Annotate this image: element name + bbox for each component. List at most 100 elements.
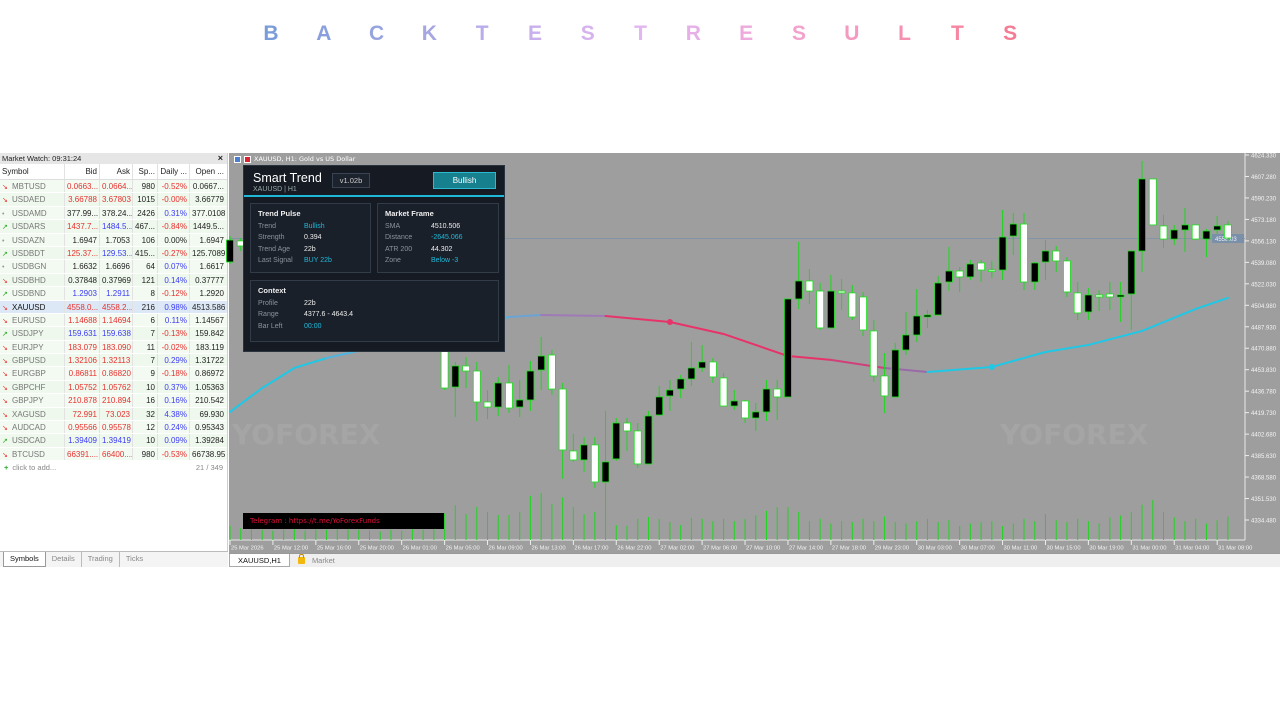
stat-row: Last Signal BUY 22b	[258, 257, 363, 268]
market-watch-header: Market Watch: 09:31:24 ×	[0, 153, 227, 164]
market-watch-row[interactable]: ↘ XAUUSD 4558.0... 4558.2... 216 0.98% 45…	[0, 300, 227, 314]
symbol: USDAMD	[12, 208, 47, 218]
tab-market[interactable]: Market	[290, 554, 343, 567]
candle-bullish	[1138, 178, 1146, 252]
candle-bullish	[891, 349, 900, 398]
candle-bearish	[859, 296, 867, 331]
tab-ticks[interactable]: Ticks	[125, 554, 144, 563]
stat-value: BUY 22b	[304, 257, 332, 265]
open: 66738.95	[192, 449, 226, 459]
column-symbol[interactable]: Symbol	[0, 164, 65, 179]
market-watch-row[interactable]: ↘ EURUSD 1.14688 1.14694 6 0.11% 1.14567	[0, 313, 227, 328]
title-letter: R	[685, 22, 701, 45]
stat-row: Strength 0.394	[258, 234, 363, 245]
market-watch-row[interactable]: • USDBGN 1.6632 1.6696 64 0.07% 1.6617	[0, 260, 227, 274]
column-open[interactable]: Open ...	[195, 167, 224, 176]
telegram-banner[interactable]: Telegram : https://t.me/YoForexFunds	[243, 513, 444, 529]
symbol: AUDCAD	[12, 423, 46, 433]
spread: 1015	[133, 193, 158, 206]
click-to-add[interactable]: click to add...	[12, 463, 57, 473]
spread: 2426	[133, 206, 158, 220]
title-letter: U	[844, 22, 860, 45]
candle-bullish	[1116, 294, 1125, 298]
open: 1449.5...	[192, 222, 224, 232]
daily-change: 0.07%	[158, 260, 190, 273]
time-tick-label: 25 Mar 16:00	[317, 546, 351, 552]
symbol: USDBDT	[12, 248, 45, 258]
ask: 0.86820	[100, 367, 133, 380]
tab-details[interactable]: Details	[46, 552, 82, 567]
market-watch-row[interactable]: ↘ GBPJPY 210.878 210.894 16 0.16% 210.542	[0, 394, 227, 408]
market-watch-row[interactable]: • USDAMD 377.99... 378.24... 2426 0.31% 3…	[0, 206, 227, 221]
stat-value: -2645.066	[431, 234, 463, 242]
tab-xauusd-h1[interactable]: XAUUSD,H1	[229, 554, 290, 567]
market-watch-row[interactable]: ↗ USDARS 1437.7... 1484.5... 467... -0.84…	[0, 220, 227, 234]
column-daily-change[interactable]: Daily ...	[158, 164, 190, 179]
candle-bullish	[751, 411, 760, 419]
spread: 980	[133, 447, 158, 461]
candle-bullish	[676, 378, 685, 390]
open: 1.14567	[195, 315, 224, 325]
candle-bullish	[998, 236, 1007, 271]
smart-trend-subtitle: XAUUSD | H1	[253, 186, 297, 193]
market-watch-row[interactable]: ↘ BTCUSD 66391.... 66400.... 980 -0.53% 6…	[0, 447, 227, 462]
candle-bearish	[483, 401, 492, 408]
market-watch-row[interactable]: ↗ USDBDT 125.37... 129.53... 415... -0.27…	[0, 246, 227, 261]
ask: 1.7053	[100, 233, 133, 246]
stat-row: Zone Below -3	[385, 257, 491, 268]
stat-row: ATR 200 44.302	[385, 246, 491, 257]
daily-change: -0.18%	[158, 367, 190, 380]
open: 210.542	[195, 396, 224, 406]
candle-bullish	[601, 461, 610, 483]
daily-change: 0.37%	[158, 380, 190, 394]
time-tick-label: 30 Mar 03:00	[918, 546, 952, 552]
candle-bullish	[945, 270, 953, 283]
column-ask[interactable]: Ask	[100, 164, 133, 179]
close-icon[interactable]: ×	[217, 153, 223, 163]
candle-bearish	[569, 450, 578, 461]
tab-trading[interactable]: Trading	[82, 552, 120, 567]
title-letter: C	[369, 22, 385, 45]
current-price-label: 4558.03	[1215, 237, 1237, 243]
candle-bearish	[805, 280, 814, 292]
candle-bullish	[494, 382, 503, 408]
ask: 73.023	[100, 407, 133, 421]
market-watch-column-headers: Symbol Bid Ask Sp... Daily ... Open ...	[0, 164, 227, 180]
trend-arrow-icon: ↗	[2, 438, 8, 446]
market-watch-row[interactable]: • USDAZN 1.6947 1.7053 106 0.00% 1.6947	[0, 233, 227, 247]
market-watch-row[interactable]: ↘ XAGUSD 72.991 73.023 32 4.38% 69.930	[0, 407, 227, 422]
bid: 0.95566	[65, 421, 100, 434]
chart-type-icon	[244, 155, 251, 163]
market-watch-row[interactable]: ↘ MBTUSD 0.0663... 0.0664... 980 -0.52% 0…	[0, 180, 227, 194]
tab-symbols[interactable]: Symbols	[3, 552, 46, 567]
market-watch-row[interactable]: ↘ GBPCHF 1.05752 1.05762 10 0.37% 1.05363	[0, 380, 227, 395]
market-watch-row[interactable]: ↘ USDBHD 0.37848 0.37969 121 0.14% 0.3777…	[0, 273, 227, 288]
add-symbol-row[interactable]: + click to add... 21 / 349	[0, 461, 227, 474]
column-bid[interactable]: Bid	[65, 164, 100, 179]
ask: 183.090	[100, 340, 133, 354]
market-watch-row[interactable]: ↘ USDAED 3.66788 3.67803 1015 -0.00% 3.66…	[0, 193, 227, 207]
candle-bearish	[1148, 178, 1157, 226]
candle-bearish	[880, 375, 889, 397]
candle-bearish	[462, 365, 470, 372]
market-watch-row[interactable]: ↗ USDJPY 159.631 159.638 7 -0.13% 159.842	[0, 327, 227, 341]
candle-bullish	[666, 389, 674, 397]
bid: 1.6947	[65, 233, 100, 246]
symbol: GBPUSD	[12, 356, 46, 366]
market-watch-row[interactable]: ↗ USDBND 1.2903 1.2911 8 -0.12% 1.2920	[0, 287, 227, 301]
candle-bearish	[816, 290, 825, 329]
market-watch-row[interactable]: ↘ EURGBP 0.86811 0.86820 9 -0.18% 0.86972	[0, 367, 227, 381]
trend-state-button[interactable]: Bullish	[433, 172, 496, 189]
sma-line-segment	[990, 350, 1047, 368]
candle-bullish	[1170, 229, 1179, 240]
market-watch-row[interactable]: ↗ USDCAD 1.39409 1.39419 10 0.09% 1.39284	[0, 434, 227, 448]
market-watch-row[interactable]: ↘ EURJPY 183.079 183.090 11 -0.02% 183.11…	[0, 340, 227, 355]
market-watch-row[interactable]: ↘ AUDCAD 0.95566 0.95578 12 0.24% 0.95343	[0, 421, 227, 435]
column-spread[interactable]: Sp...	[133, 164, 158, 179]
time-tick-label: 26 Mar 09:00	[489, 546, 523, 552]
bid: 183.079	[65, 340, 100, 354]
market-watch-row[interactable]: ↘ GBPUSD 1.32106 1.32113 7 0.29% 1.31722	[0, 354, 227, 368]
bid: 4558.0...	[67, 300, 100, 313]
candle-bearish	[955, 270, 964, 278]
